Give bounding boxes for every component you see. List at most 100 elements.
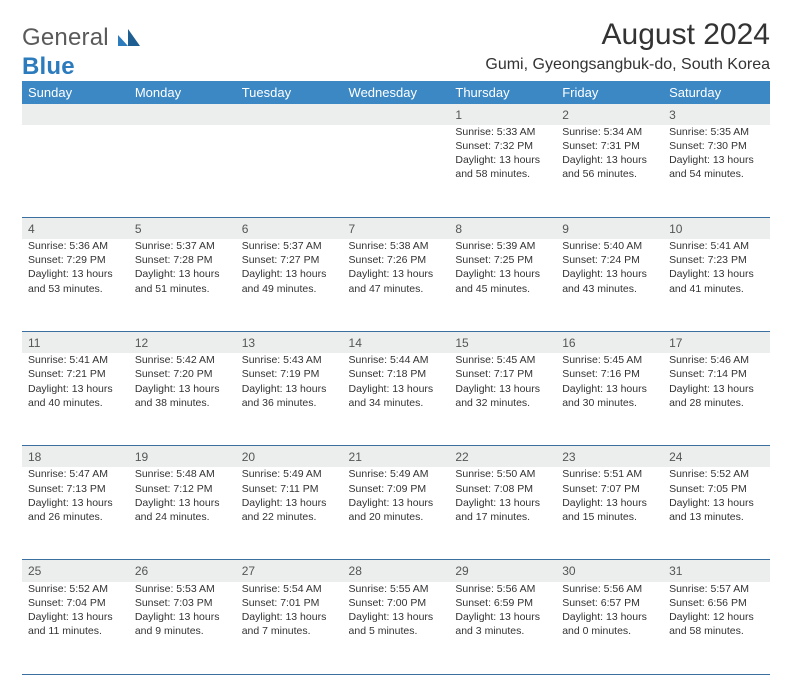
daynum-cell: 18 xyxy=(22,446,129,468)
sunset-text: Sunset: 7:30 PM xyxy=(669,139,764,153)
weekday-row: Sunday Monday Tuesday Wednesday Thursday… xyxy=(22,81,770,104)
day-cell: Sunrise: 5:41 AMSunset: 7:21 PMDaylight:… xyxy=(22,353,129,446)
day-cell: Sunrise: 5:37 AMSunset: 7:28 PMDaylight:… xyxy=(129,239,236,332)
title-block: August 2024 Gumi, Gyeongsangbuk-do, Sout… xyxy=(485,18,770,80)
day-cell: Sunrise: 5:51 AMSunset: 7:07 PMDaylight:… xyxy=(556,467,663,560)
daylight-text: and 41 minutes. xyxy=(669,282,764,296)
daylight-text: and 51 minutes. xyxy=(135,282,230,296)
daylight-text: Daylight: 13 hours xyxy=(562,153,657,167)
sunset-text: Sunset: 7:23 PM xyxy=(669,253,764,267)
sunset-text: Sunset: 7:09 PM xyxy=(349,482,444,496)
daynum-cell: 3 xyxy=(663,104,770,125)
day-cell: Sunrise: 5:49 AMSunset: 7:09 PMDaylight:… xyxy=(343,467,450,560)
day-cell xyxy=(22,125,129,218)
logo-text-gray: General xyxy=(22,24,109,51)
sunset-text: Sunset: 7:16 PM xyxy=(562,367,657,381)
day-cell: Sunrise: 5:46 AMSunset: 7:14 PMDaylight:… xyxy=(663,353,770,446)
daylight-text: and 43 minutes. xyxy=(562,282,657,296)
sunrise-text: Sunrise: 5:41 AM xyxy=(669,239,764,253)
day-cell: Sunrise: 5:39 AMSunset: 7:25 PMDaylight:… xyxy=(449,239,556,332)
sunset-text: Sunset: 7:00 PM xyxy=(349,596,444,610)
sunrise-text: Sunrise: 5:33 AM xyxy=(455,125,550,139)
sunrise-text: Sunrise: 5:55 AM xyxy=(349,582,444,596)
daylight-text: and 38 minutes. xyxy=(135,396,230,410)
daylight-text: Daylight: 13 hours xyxy=(135,382,230,396)
daylight-text: and 20 minutes. xyxy=(349,510,444,524)
week-row: Sunrise: 5:36 AMSunset: 7:29 PMDaylight:… xyxy=(22,239,770,332)
weekday-header: Thursday xyxy=(449,81,556,104)
sunset-text: Sunset: 7:21 PM xyxy=(28,367,123,381)
week-row: Sunrise: 5:33 AMSunset: 7:32 PM Daylight:… xyxy=(22,125,770,218)
daylight-text: Daylight: 13 hours xyxy=(135,610,230,624)
daynum-cell: 6 xyxy=(236,217,343,239)
sunset-text: Sunset: 7:31 PM xyxy=(562,139,657,153)
sunrise-text: Sunrise: 5:34 AM xyxy=(562,125,657,139)
daylight-text: and 36 minutes. xyxy=(242,396,337,410)
location: Gumi, Gyeongsangbuk-do, South Korea xyxy=(485,56,770,74)
daylight-text: Daylight: 13 hours xyxy=(562,267,657,281)
sunset-text: Sunset: 6:56 PM xyxy=(669,596,764,610)
day-cell: Sunrise: 5:56 AMSunset: 6:57 PMDaylight:… xyxy=(556,582,663,675)
daynum-cell: 15 xyxy=(449,332,556,354)
sunrise-text: Sunrise: 5:36 AM xyxy=(28,239,123,253)
daylight-text: Daylight: 13 hours xyxy=(242,610,337,624)
sunset-text: Sunset: 7:05 PM xyxy=(669,482,764,496)
sunrise-text: Sunrise: 5:56 AM xyxy=(455,582,550,596)
sunset-text: Sunset: 7:25 PM xyxy=(455,253,550,267)
daynum-cell: 19 xyxy=(129,446,236,468)
daynum-cell: 28 xyxy=(343,560,450,582)
day-cell: Sunrise: 5:41 AMSunset: 7:23 PMDaylight:… xyxy=(663,239,770,332)
daylight-text: and 45 minutes. xyxy=(455,282,550,296)
week-row: Sunrise: 5:41 AMSunset: 7:21 PMDaylight:… xyxy=(22,353,770,446)
sunrise-text: Sunrise: 5:52 AM xyxy=(669,467,764,481)
daylight-text: and 32 minutes. xyxy=(455,396,550,410)
daynum-cell: 31 xyxy=(663,560,770,582)
day-cell: Sunrise: 5:48 AMSunset: 7:12 PMDaylight:… xyxy=(129,467,236,560)
sunrise-text: Sunrise: 5:45 AM xyxy=(455,353,550,367)
daylight-text: and 58 minutes. xyxy=(669,624,764,638)
daylight-text: and 28 minutes. xyxy=(669,396,764,410)
sunrise-text: Sunrise: 5:53 AM xyxy=(135,582,230,596)
sunrise-text: Sunrise: 5:57 AM xyxy=(669,582,764,596)
daylight-text: and 5 minutes. xyxy=(349,624,444,638)
sunset-text: Sunset: 7:32 PM xyxy=(455,139,550,153)
daynum-cell: 21 xyxy=(343,446,450,468)
daylight-text: Daylight: 13 hours xyxy=(669,496,764,510)
daylight-text: Daylight: 13 hours xyxy=(562,382,657,396)
sunrise-text: Sunrise: 5:35 AM xyxy=(669,125,764,139)
sunset-text: Sunset: 7:08 PM xyxy=(455,482,550,496)
sunset-text: Sunset: 7:13 PM xyxy=(28,482,123,496)
logo-text-blue: Blue xyxy=(22,53,75,80)
day-cell: Sunrise: 5:55 AMSunset: 7:00 PMDaylight:… xyxy=(343,582,450,675)
sunrise-text: Sunrise: 5:39 AM xyxy=(455,239,550,253)
day-cell: Sunrise: 5:54 AMSunset: 7:01 PMDaylight:… xyxy=(236,582,343,675)
daylight-text: Daylight: 13 hours xyxy=(455,496,550,510)
daylight-text: and 47 minutes. xyxy=(349,282,444,296)
sunset-text: Sunset: 7:04 PM xyxy=(28,596,123,610)
daylight-text: and 13 minutes. xyxy=(669,510,764,524)
daynum-cell: 10 xyxy=(663,217,770,239)
sunrise-text: Sunrise: 5:45 AM xyxy=(562,353,657,367)
daylight-text: Daylight: 13 hours xyxy=(28,267,123,281)
sunset-text: Sunset: 7:27 PM xyxy=(242,253,337,267)
daynum-row: 123 xyxy=(22,104,770,125)
sunset-text: Sunset: 7:24 PM xyxy=(562,253,657,267)
day-cell: Sunrise: 5:43 AMSunset: 7:19 PMDaylight:… xyxy=(236,353,343,446)
daynum-cell: 2 xyxy=(556,104,663,125)
daylight-text: Daylight: 13 hours xyxy=(669,382,764,396)
sunrise-text: Sunrise: 5:48 AM xyxy=(135,467,230,481)
daynum-cell: 23 xyxy=(556,446,663,468)
day-cell: Sunrise: 5:49 AMSunset: 7:11 PMDaylight:… xyxy=(236,467,343,560)
day-cell: Sunrise: 5:53 AMSunset: 7:03 PMDaylight:… xyxy=(129,582,236,675)
daylight-text: and 15 minutes. xyxy=(562,510,657,524)
daylight-text: and 58 minutes. xyxy=(455,167,550,181)
daynum-cell: 16 xyxy=(556,332,663,354)
daylight-text: and 49 minutes. xyxy=(242,282,337,296)
daynum-cell: 24 xyxy=(663,446,770,468)
week-row: Sunrise: 5:47 AMSunset: 7:13 PMDaylight:… xyxy=(22,467,770,560)
sunrise-text: Sunrise: 5:37 AM xyxy=(242,239,337,253)
sunset-text: Sunset: 7:20 PM xyxy=(135,367,230,381)
daynum-cell: 29 xyxy=(449,560,556,582)
sunset-text: Sunset: 7:18 PM xyxy=(349,367,444,381)
daylight-text: Daylight: 13 hours xyxy=(455,610,550,624)
